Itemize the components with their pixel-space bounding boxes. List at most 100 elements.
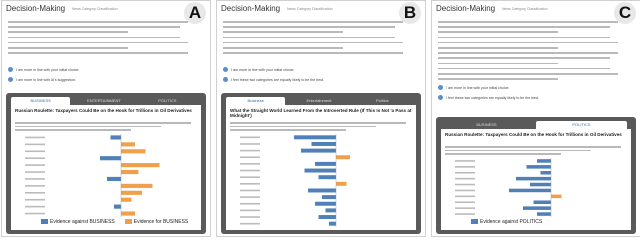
- panel: Decision-Making News Category Classificat…: [431, 0, 640, 237]
- word-label: [240, 163, 260, 165]
- evidence-bar: [121, 197, 132, 202]
- text-line: [438, 36, 610, 39]
- legend-swatch: [41, 219, 48, 225]
- evidence-chart: [240, 134, 350, 227]
- word-label: [455, 177, 475, 180]
- text-line: [438, 26, 610, 28]
- evidence-bar: [308, 188, 336, 193]
- evidence-bar: [114, 204, 121, 209]
- word-label: [240, 222, 260, 225]
- evidence-bar: [121, 211, 135, 216]
- option[interactable]: I am more in line with AI's suggestion.: [16, 77, 77, 82]
- panel-badge: C: [614, 2, 636, 24]
- word-label: [455, 201, 475, 204]
- article-line: [230, 129, 346, 131]
- text-line: [8, 52, 188, 54]
- article-line: [15, 129, 131, 131]
- tab[interactable]: Politics: [375, 98, 389, 103]
- evidence-bar: [121, 142, 135, 147]
- panel-subtitle: News Category Classification: [287, 7, 333, 11]
- word-label: [240, 143, 260, 145]
- evidence-bar: [523, 206, 551, 210]
- option[interactable]: I am more in line with your initial choi…: [16, 67, 80, 72]
- panel: Decision-Making News Category Classificat…: [1, 0, 211, 237]
- word-label: [240, 156, 260, 159]
- word-label: [25, 150, 45, 153]
- word-label: [25, 157, 45, 160]
- text-line: [223, 41, 403, 44]
- text-line: [438, 41, 618, 44]
- tab[interactable]: Entertainment: [306, 98, 332, 103]
- tab[interactable]: ENTERTAINMENT: [87, 98, 121, 103]
- panel-badge: B: [399, 2, 421, 24]
- word-label: [455, 160, 475, 162]
- option[interactable]: I feel these two categories are equally …: [446, 95, 540, 100]
- evidence-bar: [315, 161, 336, 166]
- tab[interactable]: POLITICS: [536, 121, 627, 129]
- option-icon: [223, 77, 228, 82]
- article-panel: What the Straight World Learned From the…: [226, 105, 416, 230]
- article-line: [445, 149, 591, 152]
- word-label: [240, 169, 260, 172]
- panel-title: Decision-Making: [436, 4, 496, 13]
- tab[interactable]: BUSINESS: [476, 122, 497, 127]
- word-label: [240, 136, 260, 139]
- legend-item: Evidence against BUSINESS: [41, 219, 115, 225]
- word-label: [240, 183, 260, 185]
- text-line: [438, 57, 610, 59]
- word-label: [240, 189, 260, 192]
- evidence-chart: [25, 134, 160, 217]
- article-panel: Russian Roulette: Taxpayers Could Be on …: [11, 105, 201, 230]
- evidence-bar: [551, 194, 562, 199]
- word-label: [25, 143, 45, 146]
- text-line: [438, 21, 618, 23]
- text-line: [438, 52, 618, 54]
- text-line: [223, 52, 403, 54]
- word-label: [25, 164, 45, 166]
- evidence-bar: [322, 195, 336, 200]
- option-icon: [438, 95, 443, 100]
- panel: Decision-Making News Category Classificat…: [216, 0, 426, 237]
- word-label: [455, 183, 475, 186]
- evidence-bar: [121, 169, 139, 175]
- text-line: [223, 31, 343, 33]
- evidence-bar: [318, 175, 336, 180]
- evidence-bar: [530, 182, 551, 187]
- tab[interactable]: Business: [226, 97, 286, 105]
- evidence-bar: [107, 176, 121, 182]
- evidence-bar: [325, 208, 336, 213]
- legend-label: Evidence against BUSINESS: [50, 219, 115, 225]
- text-line: [8, 47, 128, 49]
- text-line: [438, 73, 618, 75]
- tab[interactable]: BUSINESS: [11, 97, 71, 105]
- article-line: [445, 153, 561, 155]
- word-label: [240, 216, 260, 218]
- text-line: [223, 26, 395, 28]
- tab[interactable]: POLITICS: [158, 98, 177, 103]
- evidence-bar: [336, 155, 350, 160]
- evidence-bar: [121, 149, 146, 154]
- option[interactable]: I am more in line with your initial choi…: [231, 67, 295, 72]
- text-line: [8, 26, 180, 28]
- evidence-bar: [304, 168, 336, 173]
- legend-item: Evidence for BUSINESS: [124, 219, 188, 225]
- legend-swatch: [471, 219, 478, 225]
- option-icon: [438, 85, 443, 90]
- article-line: [15, 125, 161, 128]
- panel-subtitle: News Category Classification: [502, 7, 548, 11]
- text-line: [223, 47, 343, 49]
- article-line: [15, 122, 191, 124]
- evidence-bar: [526, 165, 551, 169]
- option[interactable]: I am more in line with your initial choi…: [446, 85, 510, 90]
- evidence-bar: [110, 135, 121, 140]
- evidence-bar: [318, 215, 336, 220]
- article-line: [230, 125, 376, 128]
- evidence-bar: [336, 181, 347, 186]
- option[interactable]: I feel these two categories are equally …: [231, 77, 325, 82]
- word-label: [455, 166, 475, 168]
- word-label: [240, 196, 260, 198]
- evidence-bar: [537, 212, 551, 216]
- text-line: [438, 62, 558, 65]
- article-title: Russian Roulette: Taxpayers Could Be on …: [445, 132, 622, 137]
